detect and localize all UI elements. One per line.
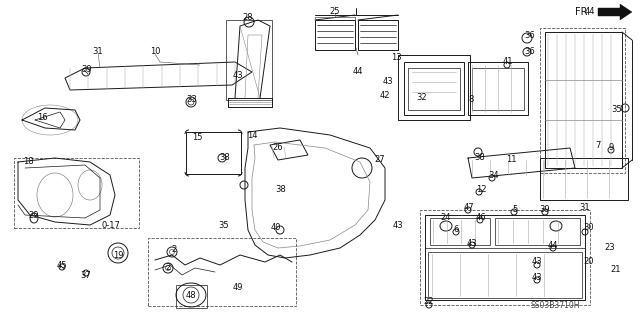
Text: 34: 34 [489, 172, 499, 181]
Text: 39: 39 [82, 65, 92, 75]
Text: 25: 25 [330, 8, 340, 17]
Text: 11: 11 [506, 155, 516, 165]
Text: 38: 38 [475, 153, 485, 162]
Bar [14, 158, 139, 228]
Text: 19: 19 [113, 250, 124, 259]
Text: 31: 31 [580, 204, 590, 212]
Text: 21: 21 [611, 265, 621, 275]
Text: 5: 5 [513, 205, 518, 214]
Text: 38: 38 [220, 153, 230, 162]
Text: 30: 30 [584, 224, 595, 233]
Text: 6: 6 [453, 226, 459, 234]
Text: 12: 12 [476, 186, 486, 195]
Text: 45: 45 [57, 261, 67, 270]
Text: 24: 24 [441, 213, 451, 222]
Text: 29: 29 [29, 211, 39, 219]
Text: 28: 28 [242, 13, 253, 23]
Text: 35: 35 [612, 106, 622, 115]
Polygon shape [598, 4, 632, 20]
Text: 44: 44 [548, 241, 558, 249]
Text: 43: 43 [532, 273, 542, 283]
Text: 44: 44 [353, 68, 364, 77]
Text: 39: 39 [540, 205, 550, 214]
Text: 43: 43 [467, 239, 477, 248]
Text: 43: 43 [233, 71, 243, 80]
Text: SS03B3710H: SS03B3710H [531, 300, 580, 309]
Text: 41: 41 [503, 57, 513, 66]
Text: 9: 9 [609, 144, 614, 152]
Text: 36: 36 [525, 32, 536, 41]
Text: 33: 33 [187, 95, 197, 105]
Text: 47: 47 [464, 204, 474, 212]
Text: 42: 42 [380, 91, 390, 100]
Text: 22: 22 [424, 298, 435, 307]
Bar [540, 28, 625, 173]
Text: 18: 18 [22, 158, 33, 167]
Text: 10: 10 [150, 48, 160, 56]
Text: 27: 27 [374, 155, 385, 165]
Text: 15: 15 [192, 132, 202, 142]
Text: 20: 20 [584, 257, 595, 266]
Text: 23: 23 [605, 243, 615, 253]
Text: 36: 36 [525, 48, 536, 56]
Text: 31: 31 [93, 47, 103, 56]
Text: 40: 40 [271, 224, 281, 233]
Text: 49: 49 [233, 283, 243, 292]
Text: 48: 48 [186, 292, 196, 300]
Text: 7: 7 [595, 140, 601, 150]
Text: 2: 2 [165, 263, 171, 272]
Text: 46: 46 [476, 213, 486, 222]
Text: 0-17: 0-17 [102, 220, 120, 229]
Text: 13: 13 [390, 53, 401, 62]
Text: 14: 14 [247, 130, 257, 139]
Text: 2: 2 [172, 246, 177, 255]
Text: 44: 44 [585, 8, 595, 17]
Text: 26: 26 [273, 144, 284, 152]
Text: 8: 8 [468, 95, 474, 105]
Text: 43: 43 [532, 257, 542, 266]
Text: 32: 32 [417, 93, 428, 101]
Text: 38: 38 [276, 186, 286, 195]
Text: 16: 16 [36, 114, 47, 122]
Text: 43: 43 [383, 78, 394, 86]
Text: 43: 43 [393, 220, 403, 229]
Bar [186, 132, 241, 174]
Text: FR.: FR. [575, 7, 590, 17]
Bar [148, 238, 296, 306]
Bar [420, 210, 590, 305]
Text: 37: 37 [81, 271, 92, 279]
Text: 35: 35 [219, 220, 229, 229]
